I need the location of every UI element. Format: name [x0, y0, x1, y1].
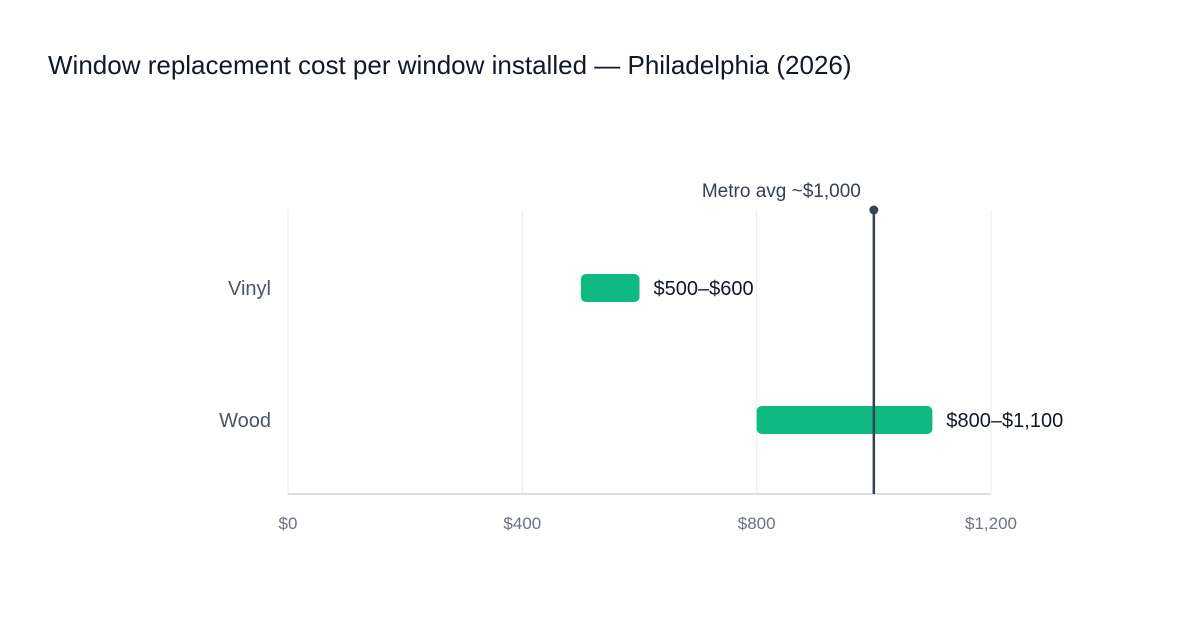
reference-line-marker [869, 205, 879, 215]
range-value-label: $500–$600 [654, 278, 754, 300]
x-tick-label: $800 [738, 514, 776, 533]
reference-line-group: Metro avg ~$1,000 [702, 181, 879, 494]
range-bars: $500–$600 $800–$1,100 [580, 274, 1063, 434]
x-tick-label: $0 [279, 514, 298, 533]
category-labels: Vinyl Wood [219, 278, 271, 432]
chart-title: Window replacement cost per window insta… [48, 50, 852, 80]
x-tick-label: $400 [503, 514, 541, 533]
range-bar [580, 274, 640, 302]
category-label: Wood [219, 410, 271, 432]
reference-line-label: Metro avg ~$1,000 [702, 181, 861, 202]
range-bar [756, 406, 933, 434]
grid-lines [287, 210, 992, 494]
x-tick-label: $1,200 [965, 514, 1017, 533]
category-label: Vinyl [228, 278, 271, 300]
x-axis-ticks: $0 $400 $800 $1,200 [279, 514, 1017, 533]
range-value-label: $800–$1,100 [946, 410, 1063, 432]
